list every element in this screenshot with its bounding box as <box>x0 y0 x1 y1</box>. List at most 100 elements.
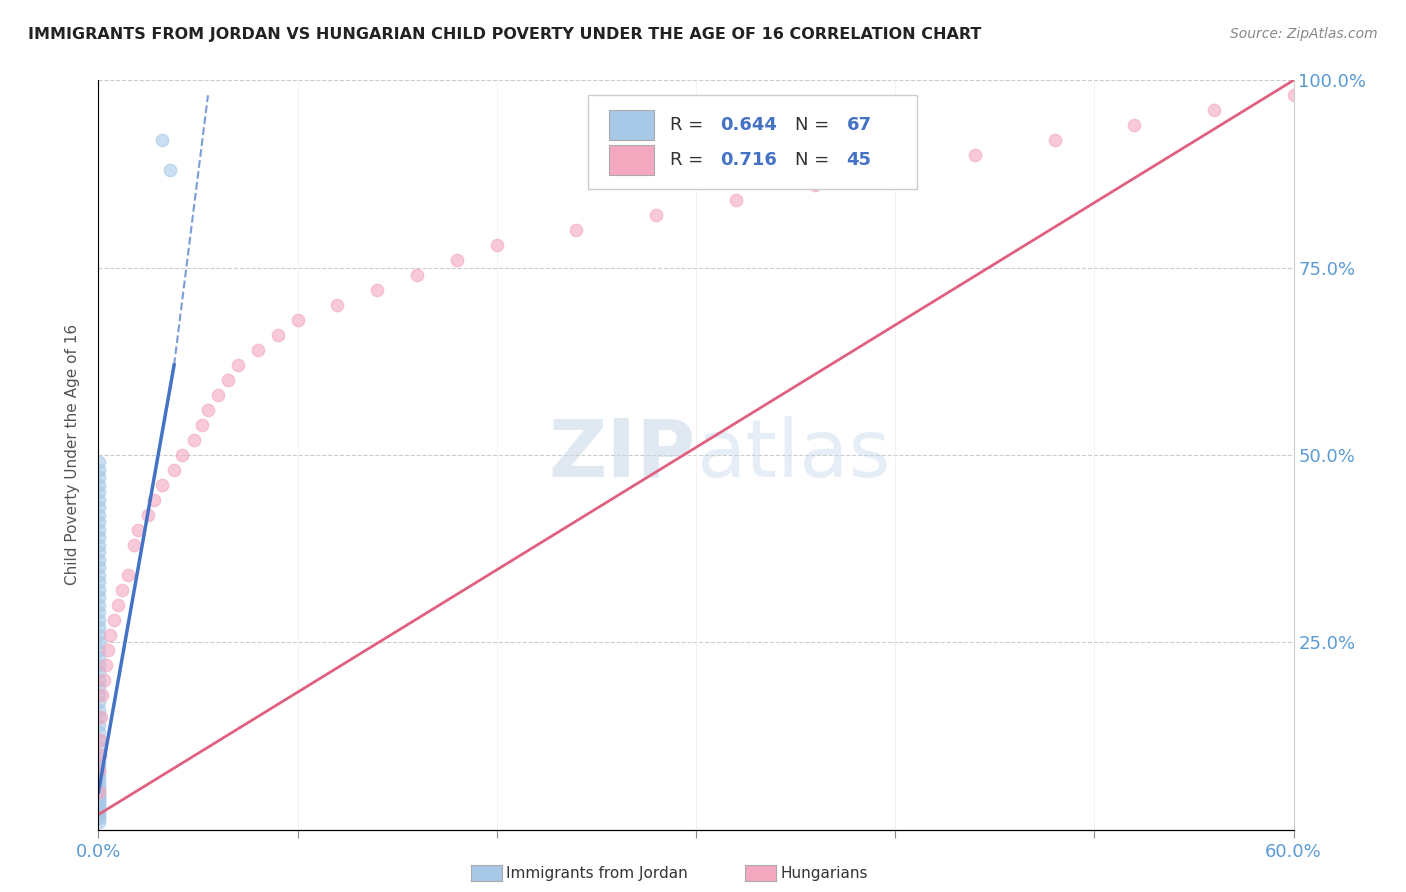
Point <box>89 789 111 803</box>
Point <box>107 598 129 612</box>
Point <box>87 628 110 642</box>
Point <box>136 508 159 522</box>
Point <box>884 163 907 178</box>
Point <box>89 538 111 552</box>
Point <box>89 778 111 792</box>
FancyBboxPatch shape <box>589 95 917 189</box>
Point <box>89 642 111 657</box>
Point <box>963 148 986 162</box>
Point <box>87 717 110 731</box>
Text: N =: N = <box>796 152 835 169</box>
Point <box>87 747 110 762</box>
Point <box>1043 133 1066 147</box>
Point <box>103 613 125 627</box>
Point <box>89 470 111 484</box>
Point <box>87 613 110 627</box>
Text: 45: 45 <box>846 152 872 169</box>
Point <box>87 785 110 799</box>
Point <box>89 545 111 559</box>
Point <box>163 463 186 477</box>
Point <box>87 455 110 469</box>
Point <box>87 673 110 687</box>
Point <box>87 725 110 739</box>
Point <box>217 373 239 387</box>
Point <box>267 328 290 343</box>
Point <box>89 492 111 507</box>
Point <box>191 417 214 432</box>
Point <box>87 759 110 773</box>
Point <box>117 567 139 582</box>
Point <box>89 695 111 709</box>
Point <box>87 516 110 530</box>
Point <box>246 343 269 357</box>
Text: N =: N = <box>796 116 835 134</box>
Point <box>96 657 118 672</box>
Y-axis label: Child Poverty Under the Age of 16: Child Poverty Under the Age of 16 <box>65 325 80 585</box>
Text: Immigrants from Jordan: Immigrants from Jordan <box>506 866 688 880</box>
Point <box>89 797 111 811</box>
Point <box>87 680 110 694</box>
Point <box>93 673 115 687</box>
Point <box>565 223 588 237</box>
Point <box>87 804 110 818</box>
Point <box>87 500 110 515</box>
Point <box>197 403 219 417</box>
Point <box>804 178 827 193</box>
Point <box>172 448 194 462</box>
Point <box>89 794 111 808</box>
Point <box>89 740 111 755</box>
Point <box>87 703 110 717</box>
Point <box>87 763 110 777</box>
Text: R =: R = <box>669 116 709 134</box>
Point <box>87 560 110 574</box>
Point <box>87 806 110 821</box>
Text: Source: ZipAtlas.com: Source: ZipAtlas.com <box>1230 27 1378 41</box>
Point <box>127 523 149 537</box>
Point <box>124 538 146 552</box>
Point <box>1202 103 1225 118</box>
Point <box>89 710 111 724</box>
Point <box>87 485 110 500</box>
Point <box>91 688 114 702</box>
Point <box>89 747 111 762</box>
Point <box>87 657 110 672</box>
FancyBboxPatch shape <box>609 111 654 140</box>
Point <box>89 605 111 619</box>
Point <box>87 811 110 825</box>
Point <box>645 208 668 222</box>
Point <box>89 766 111 780</box>
Point <box>183 433 205 447</box>
Point <box>89 620 111 634</box>
Point <box>90 710 112 724</box>
Text: 67: 67 <box>846 116 872 134</box>
Point <box>87 635 110 649</box>
Point <box>87 575 110 590</box>
Text: 0.716: 0.716 <box>720 152 776 169</box>
Point <box>89 523 111 537</box>
Point <box>1282 88 1305 103</box>
Point <box>87 789 110 803</box>
Text: Hungarians: Hungarians <box>780 866 868 880</box>
Point <box>1123 118 1146 132</box>
Point <box>89 665 111 680</box>
Point <box>89 508 111 522</box>
Point <box>89 763 111 777</box>
Point <box>724 193 747 207</box>
Point <box>366 283 388 297</box>
Point <box>98 628 122 642</box>
Point <box>89 785 111 799</box>
Point <box>97 642 120 657</box>
Point <box>150 133 173 147</box>
Point <box>87 463 110 477</box>
Point <box>87 553 110 567</box>
Point <box>150 478 173 492</box>
Point <box>89 567 111 582</box>
Text: IMMIGRANTS FROM JORDAN VS HUNGARIAN CHILD POVERTY UNDER THE AGE OF 16 CORRELATIO: IMMIGRANTS FROM JORDAN VS HUNGARIAN CHIL… <box>28 27 981 42</box>
Point <box>89 792 111 806</box>
Point <box>89 732 111 747</box>
Point <box>87 598 110 612</box>
Text: atlas: atlas <box>696 416 890 494</box>
Point <box>89 792 111 806</box>
Point <box>226 358 249 372</box>
Point <box>111 582 134 597</box>
